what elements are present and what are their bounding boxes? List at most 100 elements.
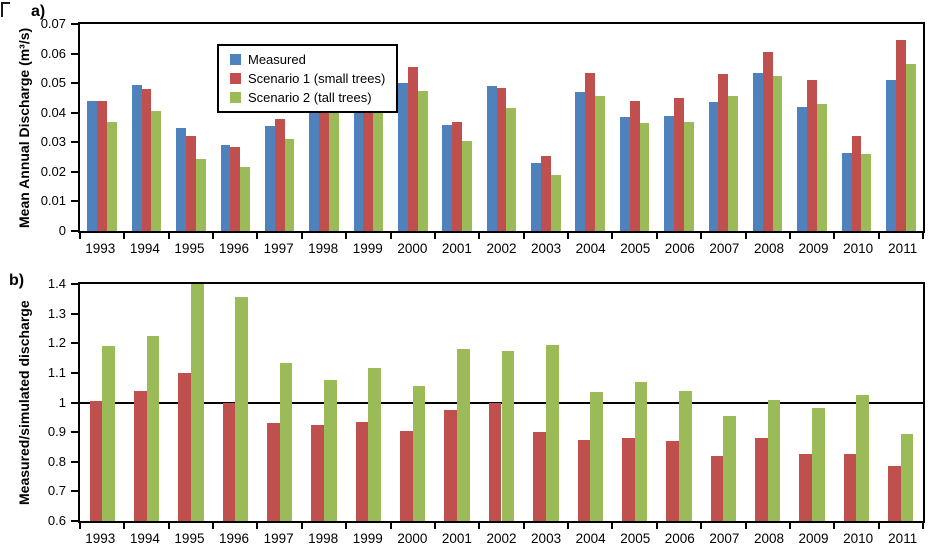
x-tick-label: 2010 (843, 531, 874, 546)
x-tick-label: 1999 (352, 531, 383, 546)
bar (412, 386, 426, 521)
bar (531, 163, 541, 231)
x-tick-mark (877, 523, 880, 529)
bar (799, 454, 813, 521)
x-tick-mark (79, 523, 81, 529)
bar (619, 117, 630, 231)
bar (222, 402, 236, 521)
bar (407, 66, 418, 231)
x-tick-mark (788, 523, 791, 529)
x-tick-mark (522, 523, 525, 529)
bar (87, 100, 98, 231)
bar (353, 96, 364, 231)
y-tick-label: 1.4 (47, 276, 66, 291)
x-tick-mark (922, 233, 924, 239)
x-tick-label: 2004 (575, 531, 606, 546)
x-tick-mark (922, 523, 924, 529)
y-tick-label: 0.9 (47, 424, 66, 440)
bar (752, 72, 763, 231)
bar (861, 154, 872, 231)
bar (319, 62, 329, 231)
x-tick-mark (700, 233, 703, 239)
y-tick-mark (71, 52, 78, 55)
x-tick-label: 2006 (664, 241, 695, 256)
legend-item: Scenario 2 (tall trees) (230, 90, 385, 105)
y-tick-label: 0 (58, 223, 66, 238)
y-tick-mark (71, 200, 78, 203)
bar (577, 439, 591, 521)
y-tick-mark (71, 111, 78, 114)
bar (674, 97, 684, 231)
x-tick-label: 1998 (308, 531, 339, 546)
x-tick-label: 2008 (753, 531, 784, 546)
legend-label: Scenario 1 (small trees) (248, 71, 386, 86)
bar (195, 158, 206, 231)
x-tick-label: 2010 (843, 241, 874, 256)
x-tick-mark (833, 523, 836, 529)
legend-item: Measured (230, 52, 385, 67)
bar (279, 362, 293, 521)
x-tick-mark (123, 523, 126, 529)
bar (710, 455, 724, 521)
bar (817, 103, 827, 231)
x-tick-mark (123, 233, 126, 239)
chart-a-plot-area: Measured Scenario 1 (small trees) Scenario… (78, 22, 925, 233)
x-tick-mark (167, 233, 170, 239)
bar (664, 115, 675, 231)
bar (772, 75, 783, 231)
x-tick-label: 2001 (441, 531, 472, 546)
legend-swatch-icon (230, 73, 241, 84)
x-tick-label: 2009 (798, 531, 829, 546)
chart-a-y-tick-marks (71, 22, 78, 233)
bar (328, 86, 339, 231)
bar (728, 96, 739, 231)
bar (240, 167, 251, 231)
bar (457, 349, 470, 521)
x-tick-label: 2011 (888, 531, 918, 546)
x-tick-mark (167, 523, 170, 529)
y-tick-label: 0.04 (40, 104, 66, 120)
bar (843, 454, 857, 521)
bar (767, 399, 781, 521)
x-tick-mark (345, 233, 348, 239)
bar (545, 344, 559, 521)
x-tick-mark (655, 523, 658, 529)
y-tick-mark (71, 342, 78, 345)
x-tick-mark (655, 233, 658, 239)
bar (634, 381, 648, 521)
bar (621, 438, 635, 521)
bar (666, 441, 679, 521)
x-tick-mark (256, 233, 259, 239)
x-tick-label: 2006 (664, 531, 695, 546)
x-tick-label: 1996 (219, 241, 250, 256)
x-tick-mark (611, 523, 614, 529)
bar (812, 408, 825, 521)
bar (575, 92, 586, 231)
bar (905, 63, 916, 231)
bar (220, 145, 231, 231)
bar (442, 124, 453, 231)
x-tick-mark (389, 523, 392, 529)
bar (540, 155, 551, 231)
bar (900, 433, 914, 521)
y-tick-label: 0.02 (40, 163, 66, 179)
x-tick-label: 1995 (174, 531, 205, 546)
bar (151, 111, 162, 231)
bar (506, 108, 517, 231)
bar (723, 415, 736, 521)
bar (324, 380, 337, 521)
x-tick-mark (79, 233, 81, 239)
bar (683, 121, 694, 231)
bar (718, 74, 729, 231)
y-tick-label: 0.07 (40, 16, 66, 31)
x-tick-mark (611, 233, 614, 239)
legend-swatch-icon (230, 54, 241, 65)
x-tick-label: 1993 (85, 531, 116, 546)
bar (797, 106, 808, 231)
x-tick-mark (389, 233, 392, 239)
x-tick-label: 2008 (753, 241, 784, 256)
y-tick-mark (71, 23, 78, 25)
y-tick-label: 0.8 (47, 453, 66, 469)
bar (595, 96, 606, 231)
legend-item: Scenario 1 (small trees) (230, 71, 385, 86)
